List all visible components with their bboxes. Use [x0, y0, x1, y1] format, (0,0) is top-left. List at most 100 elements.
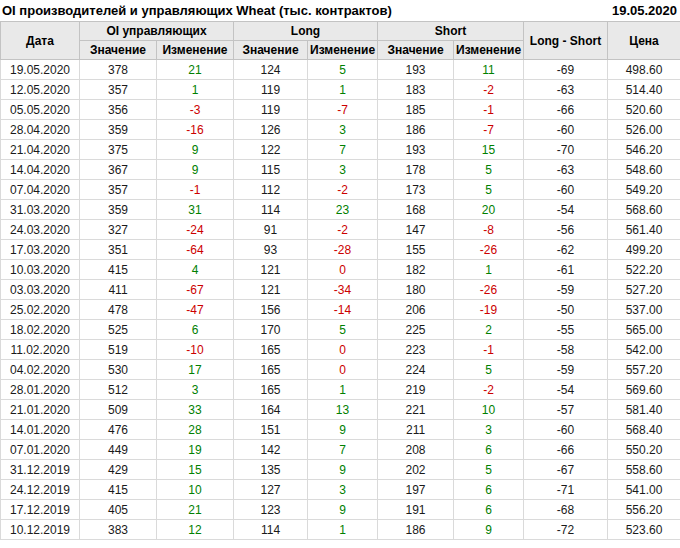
table-header: Дата OI управляющих Long Short Long - Sh…	[1, 22, 680, 60]
cell-oi-value: 351	[80, 240, 157, 260]
table-row: 18.02.2020525617052252-55565.00	[1, 320, 680, 340]
table-row: 12.05.202035711191183-2-63514.40	[1, 80, 680, 100]
cell-oi-change: 28	[157, 420, 234, 440]
cell-oi-change: -3	[157, 100, 234, 120]
col-subheader-short-change: Изменение	[454, 41, 524, 60]
cell-oi-change: -10	[157, 340, 234, 360]
table-row: 31.03.2020359311142316820-54568.60	[1, 200, 680, 220]
col-group-short: Short	[378, 22, 524, 41]
cell-long-value: 121	[234, 260, 308, 280]
cell-long-value: 151	[234, 420, 308, 440]
cell-short-change: 15	[454, 140, 524, 160]
cell-long-value: 91	[234, 220, 308, 240]
cell-oi-change: 6	[157, 320, 234, 340]
cell-long-short: -69	[524, 60, 608, 80]
cell-long-change: 9	[308, 460, 378, 480]
cell-price: 541.00	[608, 480, 680, 500]
cell-oi-change: 31	[157, 200, 234, 220]
cell-oi-change: 3	[157, 380, 234, 400]
cell-long-short: -59	[524, 280, 608, 300]
cell-long-short: -60	[524, 180, 608, 200]
cell-short-change: 5	[454, 180, 524, 200]
cell-long-change: 7	[308, 140, 378, 160]
cell-price: 498.60	[608, 60, 680, 80]
cell-short-change: 9	[454, 520, 524, 540]
cell-long-change: 3	[308, 480, 378, 500]
cell-oi-value: 519	[80, 340, 157, 360]
cell-oi-change: -16	[157, 120, 234, 140]
cell-short-value: 225	[378, 320, 454, 340]
cell-price: 569.60	[608, 380, 680, 400]
cell-long-value: 164	[234, 400, 308, 420]
table-row: 31.12.20194291513592025-67558.60	[1, 460, 680, 480]
cell-date: 10.12.2019	[1, 520, 80, 540]
cell-oi-change: -24	[157, 220, 234, 240]
cell-long-change: -28	[308, 240, 378, 260]
cell-long-change: 0	[308, 340, 378, 360]
table-row: 21.01.2020509331641322110-57581.40	[1, 400, 680, 420]
cell-oi-value: 449	[80, 440, 157, 460]
cell-long-short: -60	[524, 420, 608, 440]
col-group-oi: OI управляющих	[80, 22, 234, 41]
cell-long-value: 115	[234, 160, 308, 180]
cell-price: 548.60	[608, 160, 680, 180]
cell-oi-change: 33	[157, 400, 234, 420]
cell-short-value: 191	[378, 500, 454, 520]
cell-short-change: -26	[454, 280, 524, 300]
cell-short-value: 197	[378, 480, 454, 500]
cell-date: 19.05.2020	[1, 60, 80, 80]
cell-short-value: 173	[378, 180, 454, 200]
cell-date: 25.02.2020	[1, 300, 80, 320]
cell-short-value: 202	[378, 460, 454, 480]
cell-price: 527.20	[608, 280, 680, 300]
cell-price: 565.00	[608, 320, 680, 340]
cell-date: 07.04.2020	[1, 180, 80, 200]
cell-oi-value: 383	[80, 520, 157, 540]
cell-long-value: 126	[234, 120, 308, 140]
cell-long-change: 9	[308, 420, 378, 440]
cell-long-change: 23	[308, 200, 378, 220]
cell-price: 549.20	[608, 180, 680, 200]
cell-short-change: 5	[454, 160, 524, 180]
cell-long-short: -67	[524, 460, 608, 480]
cell-short-change: 11	[454, 60, 524, 80]
cell-long-value: 119	[234, 80, 308, 100]
cell-date: 28.01.2020	[1, 380, 80, 400]
cell-oi-value: 359	[80, 200, 157, 220]
cell-short-value: 208	[378, 440, 454, 460]
cell-short-change: -7	[454, 120, 524, 140]
cell-date: 17.03.2020	[1, 240, 80, 260]
cell-oi-change: 21	[157, 500, 234, 520]
cell-price: 522.20	[608, 260, 680, 280]
cell-long-change: -34	[308, 280, 378, 300]
cell-short-change: -1	[454, 100, 524, 120]
table-row: 10.03.2020415412101821-61522.20	[1, 260, 680, 280]
cell-long-value: 121	[234, 280, 308, 300]
cell-long-short: -72	[524, 520, 608, 540]
cell-short-change: -26	[454, 240, 524, 260]
cell-short-value: 183	[378, 80, 454, 100]
cell-short-value: 219	[378, 380, 454, 400]
table-row: 24.03.2020327-2491-2147-8-56561.40	[1, 220, 680, 240]
cell-price: 568.60	[608, 200, 680, 220]
cell-date: 03.03.2020	[1, 280, 80, 300]
cell-oi-change: 9	[157, 140, 234, 160]
cell-oi-change: 10	[157, 480, 234, 500]
cell-long-change: -14	[308, 300, 378, 320]
cell-short-value: 223	[378, 340, 454, 360]
cell-price: 514.40	[608, 80, 680, 100]
cell-oi-change: 4	[157, 260, 234, 280]
cell-long-short: -63	[524, 80, 608, 100]
cell-price: 537.00	[608, 300, 680, 320]
cell-oi-value: 509	[80, 400, 157, 420]
table-row: 17.03.2020351-6493-28155-26-62499.20	[1, 240, 680, 260]
cell-oi-value: 415	[80, 480, 157, 500]
cell-short-change: 1	[454, 260, 524, 280]
cell-short-change: 6	[454, 440, 524, 460]
col-subheader-oi-change: Изменение	[157, 41, 234, 60]
table-row: 25.02.2020478-47156-14206-19-50537.00	[1, 300, 680, 320]
col-subheader-long-value: Значение	[234, 41, 308, 60]
table-row: 07.01.20204491914272086-66550.20	[1, 440, 680, 460]
cell-long-change: 1	[308, 520, 378, 540]
cell-long-change: 3	[308, 120, 378, 140]
